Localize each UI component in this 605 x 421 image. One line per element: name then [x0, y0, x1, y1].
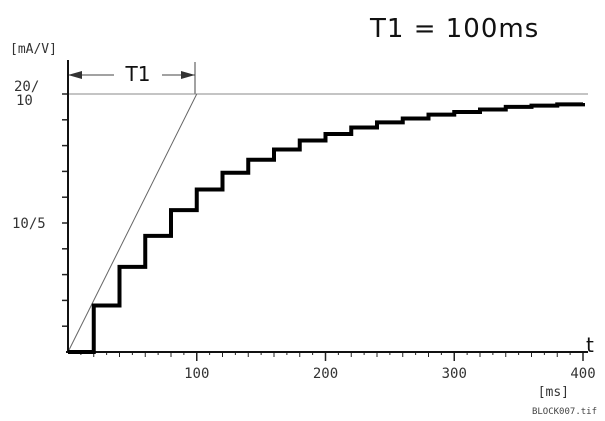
x-tick-label: 300: [442, 366, 467, 382]
tangent-line: [67, 93, 198, 353]
t1-right-arrow: [181, 71, 195, 79]
t1-label-background: [114, 62, 162, 84]
x-axis-symbol: t: [586, 333, 594, 357]
step-response-series: [68, 102, 585, 354]
y-axis-tick-labels: 10/5 20/10: [12, 79, 46, 232]
t1-label: T1: [125, 62, 151, 86]
x-axis-unit: [ms]: [538, 385, 569, 400]
t1-left-arrow: [68, 71, 82, 79]
x-axis-ticks: [80, 352, 584, 361]
y-tick-label: 20/10: [14, 79, 39, 109]
y-axis-unit: [mA/V]: [10, 42, 57, 57]
file-label: BLOCK007.tif: [532, 407, 597, 417]
chart-title: T1 = 100ms: [369, 14, 539, 44]
x-tick-label: 100: [184, 366, 209, 382]
x-axis-tick-labels: 100 200 300 400: [184, 366, 596, 382]
x-tick-label: 200: [313, 366, 338, 382]
x-tick-label: 400: [570, 366, 595, 382]
y-tick-label: 10/5: [12, 216, 46, 232]
